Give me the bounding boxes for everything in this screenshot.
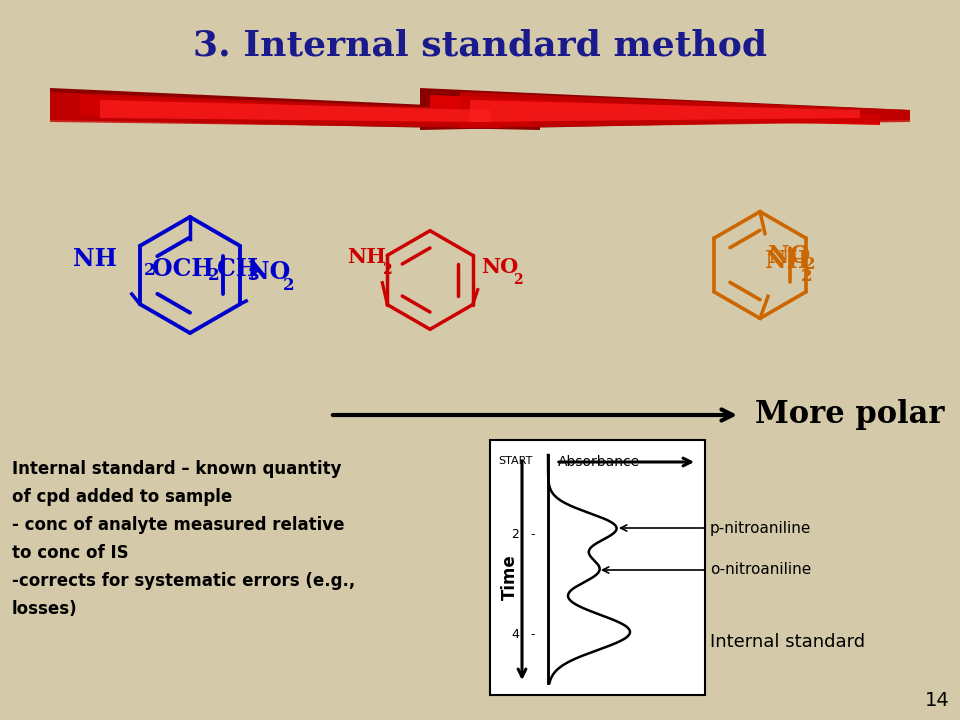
Text: 3. Internal standard method: 3. Internal standard method [193,28,767,62]
Text: losses): losses) [12,600,78,618]
Text: 2: 2 [801,269,812,285]
Text: 2: 2 [283,277,295,294]
Text: p-nitroaniline: p-nitroaniline [621,521,811,536]
Polygon shape [460,92,910,128]
Text: More polar: More polar [755,400,945,431]
Text: Time: Time [501,554,519,600]
Text: NO: NO [768,243,810,268]
Text: 2: 2 [382,263,392,276]
Polygon shape [50,92,500,128]
Text: 3: 3 [248,267,259,284]
Text: 14: 14 [925,691,950,710]
Text: Internal standard: Internal standard [710,633,865,651]
Bar [490,440,705,695]
Polygon shape [470,100,860,122]
Polygon shape [80,95,530,125]
Text: - conc of analyte measured relative: - conc of analyte measured relative [12,516,345,534]
Text: to conc of IS: to conc of IS [12,544,129,562]
Text: 2: 2 [804,256,816,273]
Text: CH: CH [217,257,258,281]
Text: 4: 4 [511,629,519,642]
Text: NH: NH [348,247,386,266]
Text: 2: 2 [511,528,519,541]
Text: -: - [530,629,535,642]
Polygon shape [420,88,910,130]
Text: 2: 2 [513,273,522,287]
Text: Internal standard – known quantity: Internal standard – known quantity [12,460,342,478]
Text: -: - [530,528,535,541]
Polygon shape [50,88,540,130]
Text: NH: NH [73,247,117,271]
Text: o-nitroaniline: o-nitroaniline [603,562,811,577]
Text: NO: NO [249,260,291,284]
Text: Absorbance: Absorbance [558,455,640,469]
Text: of cpd added to sample: of cpd added to sample [12,488,232,506]
Text: OCH: OCH [152,257,214,281]
Text: NO: NO [481,256,518,276]
Polygon shape [100,100,490,122]
Text: START: START [498,456,533,466]
Text: NH: NH [765,249,809,274]
Text: 2: 2 [208,267,220,284]
Polygon shape [430,95,880,125]
Text: -corrects for systematic errors (e.g.,: -corrects for systematic errors (e.g., [12,572,355,590]
Text: 2: 2 [144,262,156,279]
